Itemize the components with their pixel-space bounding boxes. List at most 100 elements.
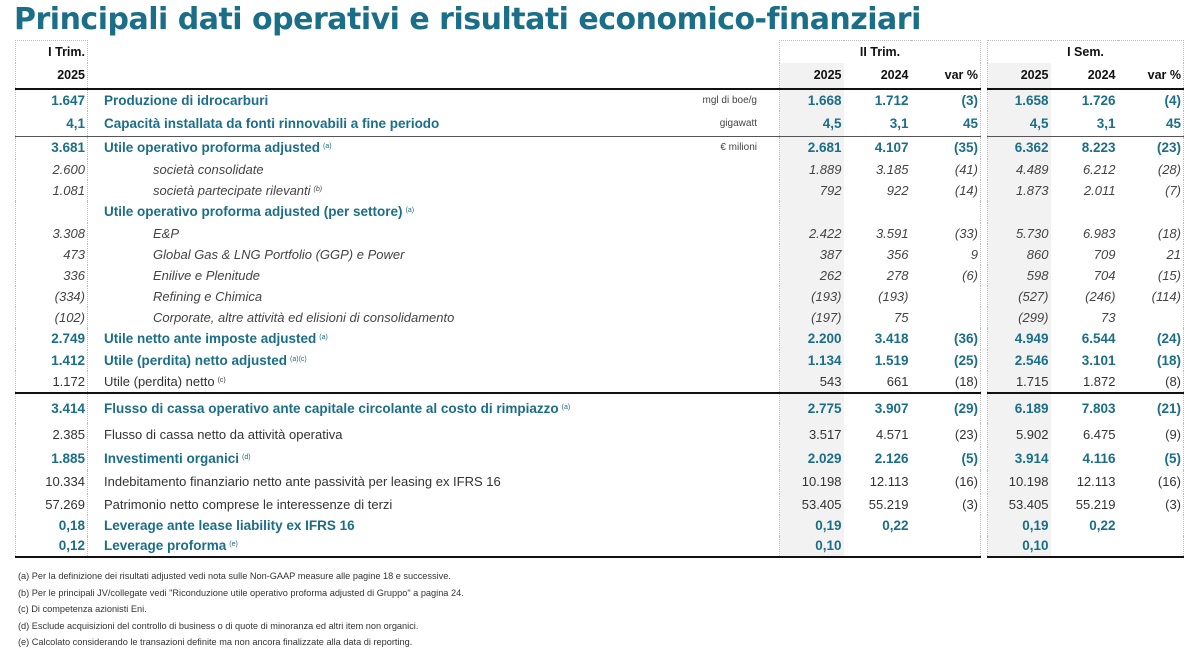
q2-2025-value: 1.889 [779, 158, 844, 180]
unit-label: € milioni [699, 136, 780, 159]
table-row: 473 Global Gas & LNG Portfolio (GGP) e Po… [15, 243, 1184, 265]
footnote: (c) Di competenza azionisti Eni. [18, 604, 147, 614]
row-label-text: Capacità installata da fonti rinnovabili… [104, 115, 440, 131]
h1-2025-value: (527) [987, 285, 1051, 307]
h1-2024-value: 4.116 [1082, 450, 1116, 466]
h1-2024-value: 6.544 [1081, 331, 1116, 346]
q2-var-value: (3) [910, 493, 981, 515]
row-label: Flusso di cassa netto da attività operat… [88, 423, 700, 447]
page-title: Principali dati operativi e risultati ec… [14, 2, 921, 37]
footnote: (a) Per la definizione dei risultati adj… [18, 571, 451, 581]
column-gap [980, 370, 988, 393]
h1-2025-value: 4.949 [987, 327, 1051, 350]
h1-2024-value: 6.475 [1082, 427, 1116, 442]
q2-2024-value: 661 [886, 373, 909, 389]
h1-2025-value: 1.658 [987, 87, 1051, 111]
column-gap [980, 179, 988, 201]
q1-2025-value: 3.308 [15, 222, 88, 244]
row-label: Leverage ante lease liability ex IFRS 16 [88, 515, 700, 536]
q1-2025-value: 336 [15, 264, 88, 286]
row-label-text: Utile operativo proforma adjusted (per s… [104, 204, 403, 219]
table-row: 3.681 Utile operativo proforma adjusted (a… [15, 136, 1184, 159]
column-gap [980, 88, 988, 111]
column-gap [980, 243, 988, 265]
row-label-text: Utile (perdita) netto adjusted [104, 352, 288, 368]
column-gap [980, 222, 988, 244]
header-h1-var: var % [1117, 62, 1184, 89]
row-label: Utile netto ante imposte adjusted (a) [88, 328, 700, 350]
h1-2024-value: 709 [1093, 246, 1116, 262]
q2-2025-value: 1.668 [779, 87, 844, 111]
table-row: 1.647 Produzione di idrocarburi mgl di boe… [15, 87, 1184, 111]
column-gap [980, 264, 988, 286]
table-row: 1.081 società partecipate rilevanti (b) 792… [15, 179, 1184, 201]
column-gap [980, 349, 988, 371]
table-row: 2.600 società consolidate 1.889 3.185 (41) 4.… [15, 158, 1184, 180]
q2-2025-value: 0,19 [779, 514, 844, 536]
q2-var-value: 9 [910, 243, 981, 265]
h1-var-value [1117, 514, 1184, 536]
footnote-ref: (a) [561, 403, 571, 411]
q1-2025-value: 0,18 [15, 514, 88, 536]
q1-2025-value: 2.385 [15, 422, 88, 447]
q2-2025-value: 387 [779, 243, 844, 265]
q2-var-value: (23) [910, 422, 981, 447]
row-label-text: Corporate, altre attività ed elisioni di… [153, 309, 455, 325]
h1-2024-value [1050, 535, 1118, 558]
q2-2025-value: (193) [779, 285, 844, 307]
h1-2025-value: (299) [987, 306, 1051, 328]
q2-2024-value [844, 201, 911, 223]
q1-2025-value: 1.172 [15, 370, 88, 393]
h1-2024-value: 3.101 [1081, 352, 1116, 368]
header-q1: I Trim. [15, 40, 88, 63]
h1-2024-value: 7.803 [1050, 391, 1118, 423]
q2-var-value [910, 306, 981, 328]
row-label-text: Utile operativo proforma adjusted [104, 140, 321, 156]
unit-label [700, 423, 780, 447]
row-label-text: Global Gas & LNG Portfolio (GGP) e Power [153, 246, 405, 262]
h1-var-value: (4) [1117, 87, 1184, 111]
footnote-ref: (a) [319, 334, 328, 341]
h1-var-value: (21) [1117, 391, 1184, 423]
footnote-ref: (e) [229, 541, 238, 548]
unit-label [700, 371, 780, 393]
h1-var-value: (9) [1117, 422, 1184, 447]
column-gap [980, 469, 988, 494]
table-row: 57.269 Patrimonio netto comprese le inter… [15, 493, 1184, 515]
h1-2024-value: 704 [1093, 267, 1116, 283]
row-label: Produzione di idrocarburi [87, 87, 700, 111]
q2-var-value: (5) [910, 446, 981, 470]
table-row: 3.308 E&P 2.422 3.591 (33) 5.730 6.983 (18) [15, 222, 1184, 244]
row-label: società partecipate rilevanti (b) [88, 180, 700, 201]
unit-label [700, 328, 780, 350]
q2-2024-value: 356 [886, 246, 909, 262]
q2-var-value: (35) [910, 136, 981, 159]
row-label: Utile operativo proforma adjusted (a) [87, 136, 700, 159]
row-label: società consolidate [88, 159, 700, 180]
column-gap [980, 136, 988, 159]
h1-var-value: (18) [1117, 222, 1184, 244]
q2-var-value [910, 535, 981, 558]
header-q2: II Trim. [779, 40, 981, 63]
column-gap [980, 158, 988, 180]
h1-var-value: 45 [1117, 110, 1184, 137]
q2-2025-value: 2.681 [779, 136, 844, 159]
q1-2025-value: 57.269 [15, 493, 88, 515]
h1-2025-value: 6.362 [987, 136, 1051, 159]
row-label-text: Utile (perdita) netto [104, 373, 215, 389]
h1-var-value: (15) [1117, 264, 1184, 286]
h1-var-value [1117, 535, 1184, 558]
unit-label [700, 515, 780, 536]
unit-label [700, 350, 780, 371]
q2-var-value: (41) [910, 158, 981, 180]
table-row: 3.414 Flusso di cassa operativo ante capi… [15, 391, 1184, 423]
footnote-ref: (a) [405, 207, 415, 214]
h1-2025-value: 860 [987, 243, 1051, 265]
q2-var-value [910, 514, 981, 536]
table-row: 2.385 Flusso di cassa netto da attività o… [15, 422, 1184, 447]
h1-2024-value: 73 [1101, 309, 1116, 325]
q2-var-value: (33) [910, 222, 981, 244]
row-label-text: società partecipate rilevanti [153, 182, 311, 198]
table-row: 4,1 Capacità installata da fonti rinnovab… [15, 110, 1184, 137]
table-row: 1.885 Investimenti organici (d) 2.029 2.126(… [15, 446, 1184, 470]
